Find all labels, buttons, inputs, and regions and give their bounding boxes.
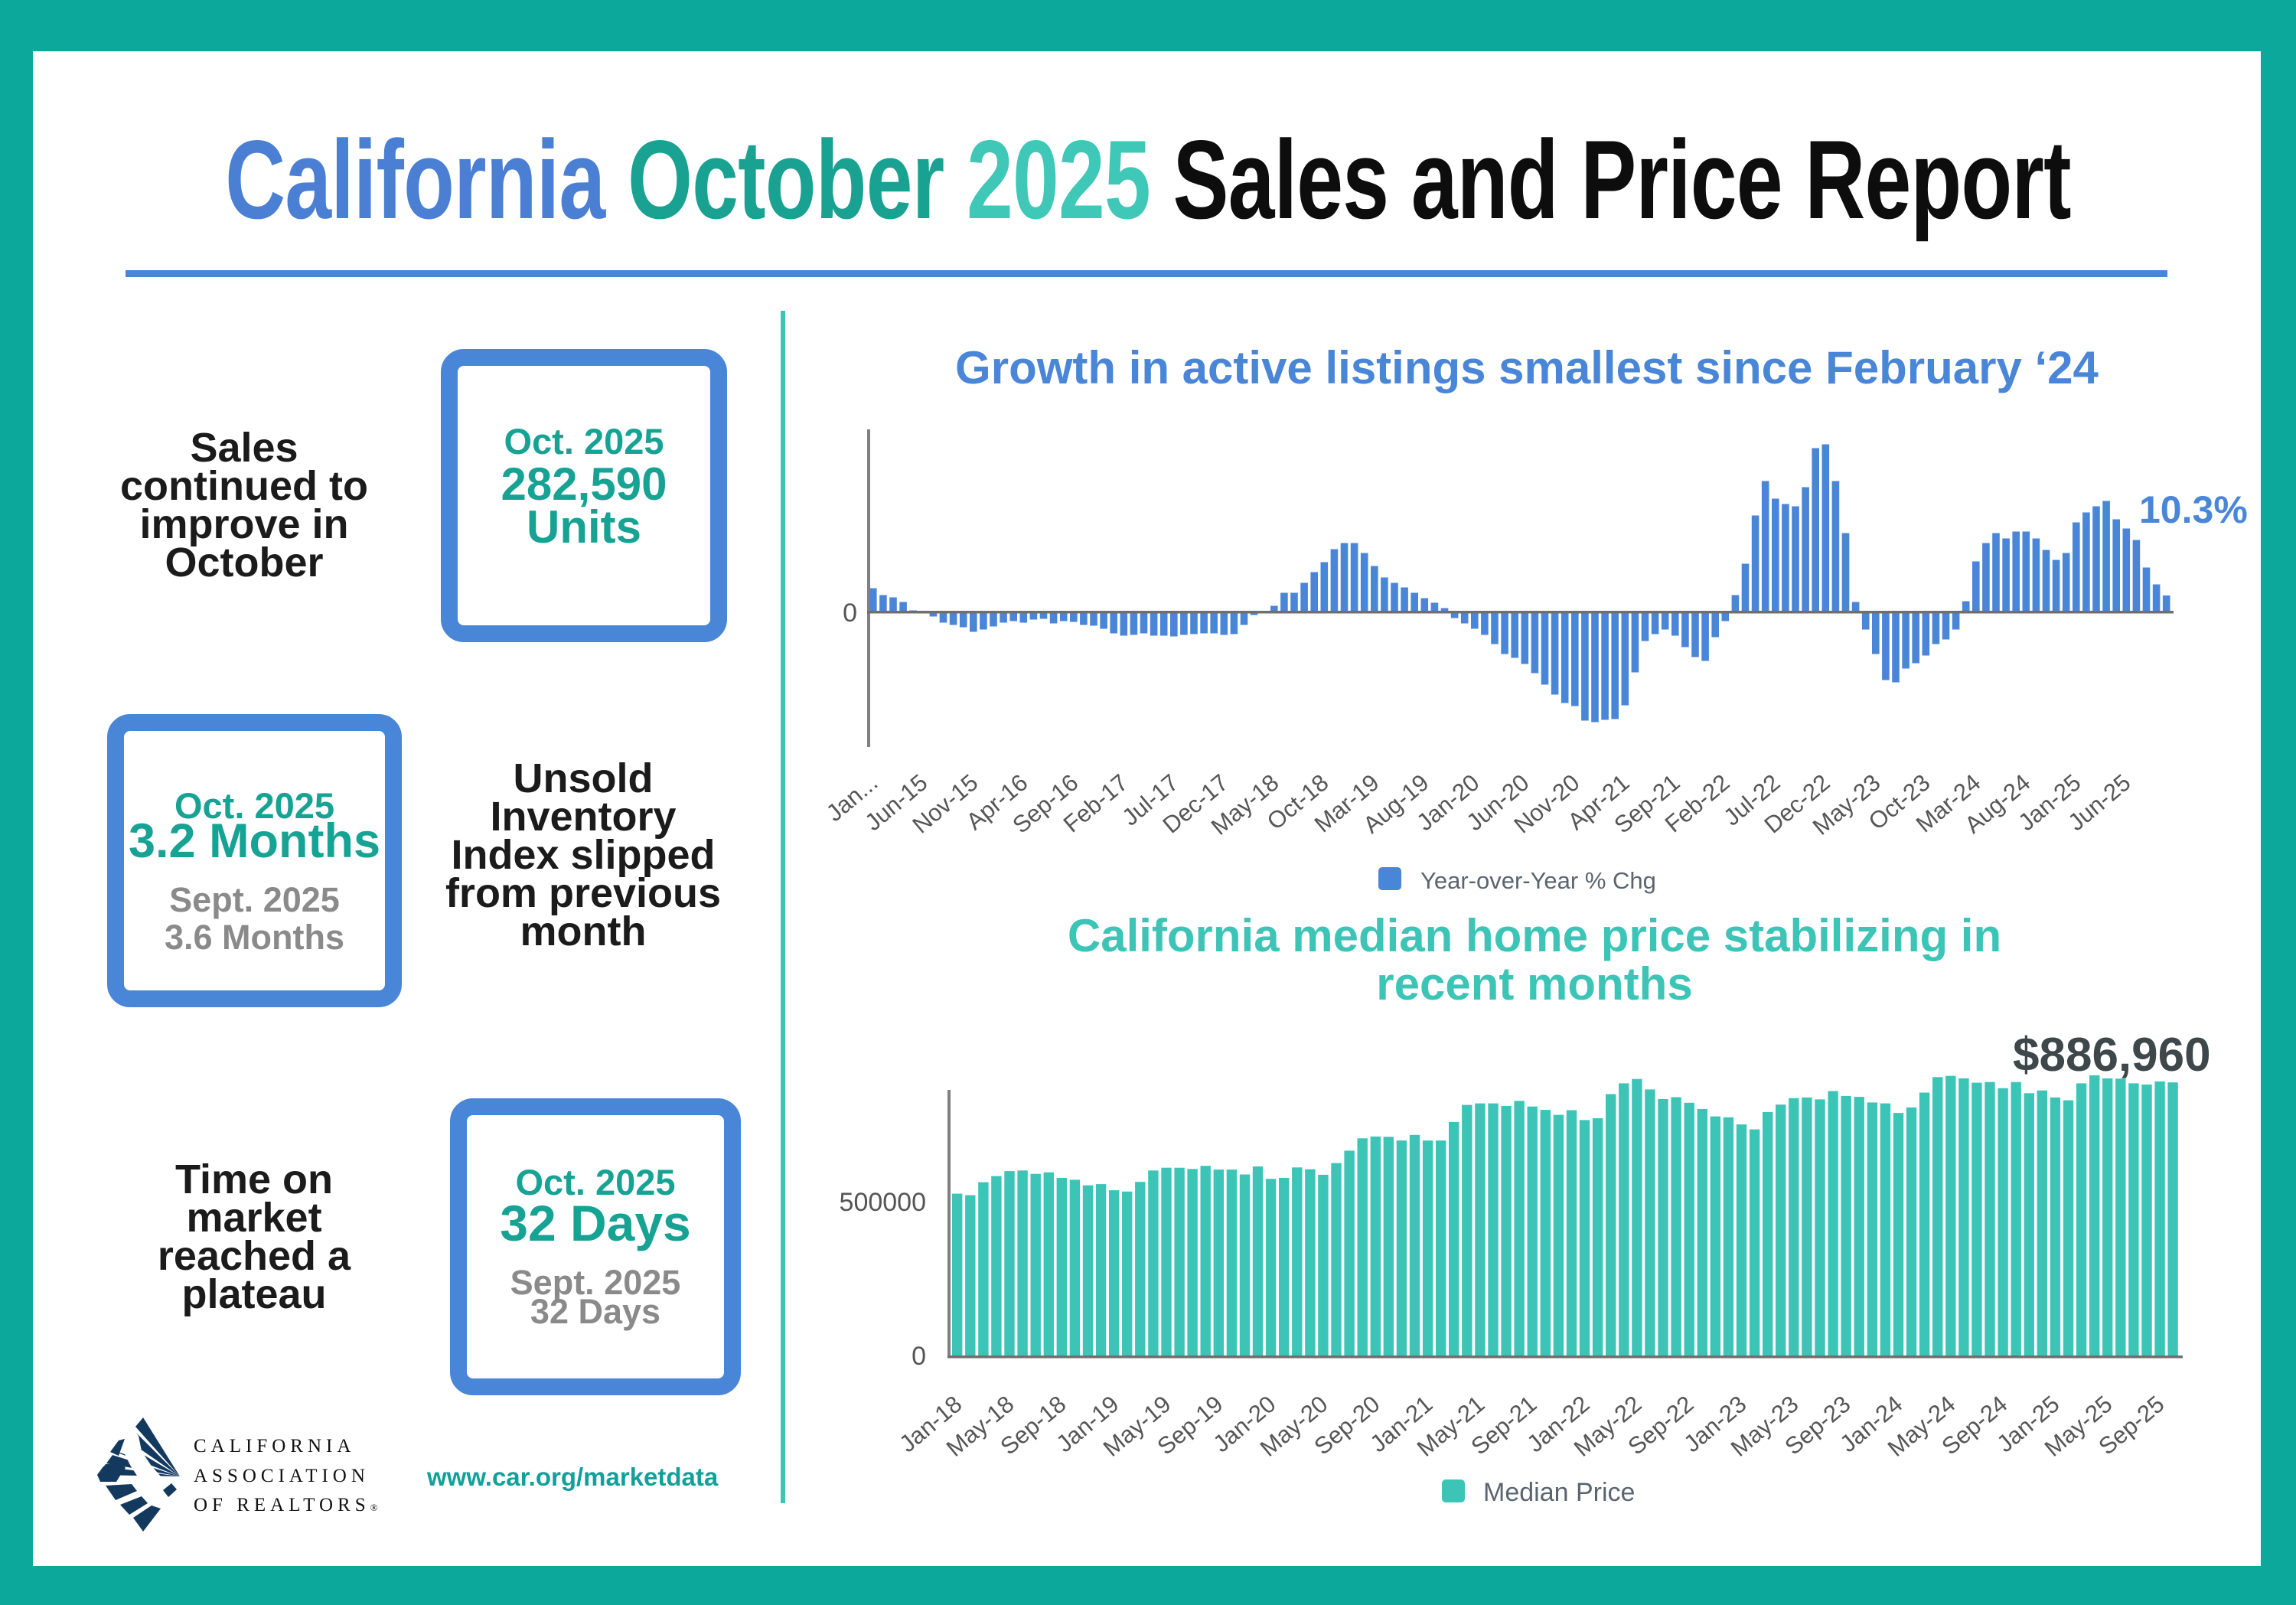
svg-text:Year-over-Year % Chg: Year-over-Year % Chg xyxy=(1420,867,1656,894)
svg-text:0: 0 xyxy=(912,1342,926,1371)
svg-text:Median Price: Median Price xyxy=(1483,1478,1635,1507)
svg-text:500000: 500000 xyxy=(840,1188,926,1217)
svg-text:0: 0 xyxy=(843,599,857,628)
